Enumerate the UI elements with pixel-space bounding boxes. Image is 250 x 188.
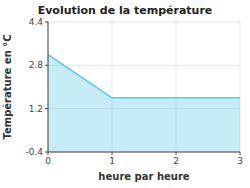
tick-label: -0.4 — [25, 147, 43, 157]
tick-label: 4.4 — [29, 17, 44, 27]
y-axis-line — [48, 22, 49, 152]
tick-label: 2.8 — [29, 60, 44, 70]
title: Evolution de la température — [38, 4, 213, 17]
chart: 0 1 2 3 -0.4 1.2 2.8 4.4 heure par heure Températ… — [0, 0, 250, 188]
tick-label: 1 — [109, 156, 115, 166]
tick — [45, 108, 48, 109]
x-axis-label: heure par heure — [98, 171, 189, 182]
grid-line — [48, 152, 240, 153]
tick-label: 2 — [173, 156, 179, 166]
grid-line — [48, 22, 240, 23]
grid — [48, 22, 240, 152]
grid-line — [48, 22, 49, 152]
tick — [45, 22, 48, 23]
chart-container: 0 1 2 3 -0.4 1.2 2.8 4.4 heure par heure Températ… — [0, 0, 250, 188]
tick — [112, 152, 113, 155]
area — [48, 55, 240, 153]
tick-label: 0 — [45, 156, 51, 166]
tick — [176, 152, 177, 155]
grid-line — [48, 65, 240, 66]
tick — [45, 152, 48, 153]
tick-label: 1.2 — [29, 104, 43, 114]
y-axis-label: Température en °C — [2, 34, 13, 139]
x-axis-line — [48, 152, 240, 153]
axes: 0 1 2 3 -0.4 1.2 2.8 4.4 — [25, 17, 242, 166]
tick-label: 3 — [237, 156, 243, 166]
plot-area — [48, 55, 240, 153]
tick — [45, 65, 48, 66]
line — [48, 55, 240, 98]
tick — [240, 152, 241, 155]
